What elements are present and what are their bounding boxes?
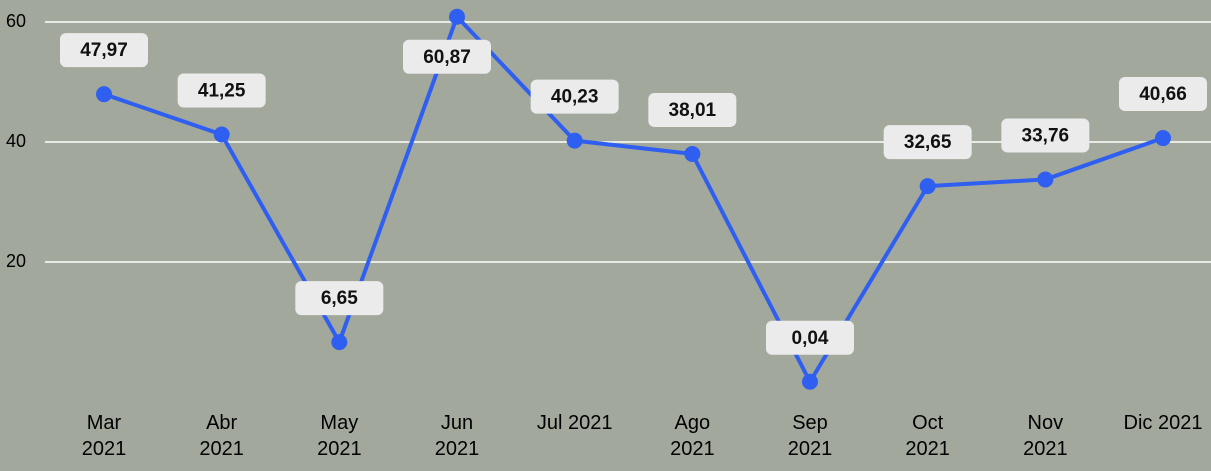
x-tick-label: Ago 2021 bbox=[670, 412, 715, 460]
x-tick-label: Abr 2021 bbox=[199, 412, 244, 460]
data-label-box bbox=[883, 125, 972, 160]
data-point bbox=[684, 145, 701, 162]
data-label-box bbox=[530, 79, 619, 114]
data-label-text: 33,76 bbox=[1022, 125, 1070, 146]
data-point bbox=[919, 178, 936, 195]
data-point bbox=[449, 8, 465, 25]
data-label: 0,04 bbox=[766, 320, 854, 355]
data-point bbox=[96, 86, 112, 103]
data-point bbox=[566, 132, 583, 149]
series-line bbox=[103, 14, 1164, 384]
y-tick-label: 60 bbox=[6, 11, 26, 31]
x-tick-label: Dic 2021 bbox=[1123, 412, 1203, 434]
data-point bbox=[1037, 171, 1054, 188]
data-point bbox=[213, 126, 230, 143]
data-label-text: 47,97 bbox=[80, 40, 128, 61]
data-label: 38,01 bbox=[648, 92, 737, 127]
x-tick-label: Nov 2021 bbox=[1023, 412, 1068, 460]
data-label: 32,65 bbox=[883, 125, 972, 160]
data-label-text: 32,65 bbox=[904, 132, 952, 153]
data-label-text: 60,87 bbox=[423, 47, 471, 68]
data-label: 47,97 bbox=[60, 33, 148, 68]
data-label-box bbox=[1001, 118, 1090, 153]
data-label: 33,76 bbox=[1001, 118, 1090, 153]
data-label-text: 40,23 bbox=[551, 87, 599, 108]
x-tick-label: Mar 2021 bbox=[81, 412, 127, 460]
data-label-box bbox=[1119, 77, 1207, 112]
data-label: 41,25 bbox=[177, 73, 266, 108]
x-tick-label: May 2021 bbox=[317, 412, 362, 460]
y-tick-label: 40 bbox=[6, 131, 26, 151]
data-label-box bbox=[648, 92, 737, 127]
y-tick-label: 20 bbox=[6, 251, 26, 271]
data-label-box bbox=[177, 73, 266, 108]
data-label: 60,87 bbox=[403, 39, 491, 74]
x-tick-label: Oct 2021 bbox=[905, 412, 950, 460]
data-label: 40,23 bbox=[530, 79, 619, 114]
data-label-box bbox=[766, 320, 854, 355]
data-label-text: 41,25 bbox=[198, 81, 246, 102]
data-point bbox=[1155, 130, 1171, 147]
data-label-text: 40,66 bbox=[1139, 84, 1187, 105]
data-point bbox=[802, 373, 818, 390]
data-point bbox=[331, 334, 348, 351]
data-label-text: 0,04 bbox=[792, 328, 829, 349]
data-label-box bbox=[60, 33, 148, 68]
data-label-text: 6,65 bbox=[321, 288, 358, 309]
data-label-text: 38,01 bbox=[669, 100, 717, 121]
data-label-box bbox=[295, 281, 384, 316]
data-label: 6,65 bbox=[295, 281, 384, 316]
x-tick-label: Sep 2021 bbox=[787, 412, 833, 460]
data-label: 40,66 bbox=[1119, 77, 1207, 112]
x-tick-label: Jul 2021 bbox=[536, 412, 613, 434]
x-tick-label: Jun 2021 bbox=[434, 412, 480, 460]
data-label-box bbox=[403, 39, 491, 74]
